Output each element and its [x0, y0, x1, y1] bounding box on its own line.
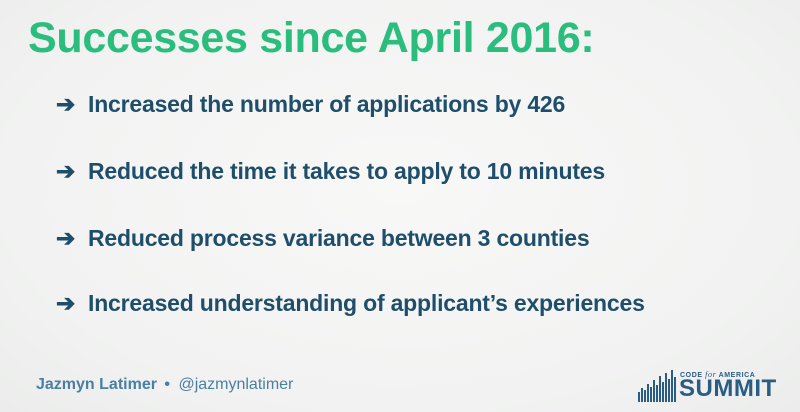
bullet-item: ➔ Reduced the time it takes to apply to … — [56, 155, 605, 187]
bullet-item: ➔ Increased the number of applications b… — [56, 88, 565, 120]
speaker-name: Jazmyn Latimer — [36, 376, 157, 393]
bullet-text: Reduced the time it takes to apply to 10… — [88, 157, 605, 184]
arrow-icon: ➔ — [56, 90, 76, 117]
separator-dot: • — [164, 376, 170, 393]
logo-org-name: CODE for AMERICA — [680, 370, 756, 379]
arrow-icon: ➔ — [56, 289, 76, 316]
bullet-item: ➔ Reduced process variance between 3 cou… — [56, 222, 590, 254]
speaker-credit: Jazmyn Latimer • @jazmynlatimer — [36, 376, 293, 394]
slide-title: Successes since April 2016: — [28, 14, 595, 62]
bullet-text: Increased understanding of applicant’s e… — [88, 289, 645, 316]
bullet-item: ➔ Increased understanding of applicant’s… — [56, 287, 645, 319]
bullet-text: Increased the number of applications by … — [88, 90, 566, 117]
bullet-text: Reduced process variance between 3 count… — [88, 224, 590, 251]
speaker-handle: @jazmynlatimer — [178, 376, 294, 393]
bar-graph-logo-icon — [638, 370, 676, 402]
arrow-icon: ➔ — [56, 157, 76, 184]
logo-event-name: SUMMIT — [679, 375, 777, 402]
summit-logo: CODE for AMERICA SUMMIT — [638, 368, 780, 402]
arrow-icon: ➔ — [56, 224, 76, 251]
